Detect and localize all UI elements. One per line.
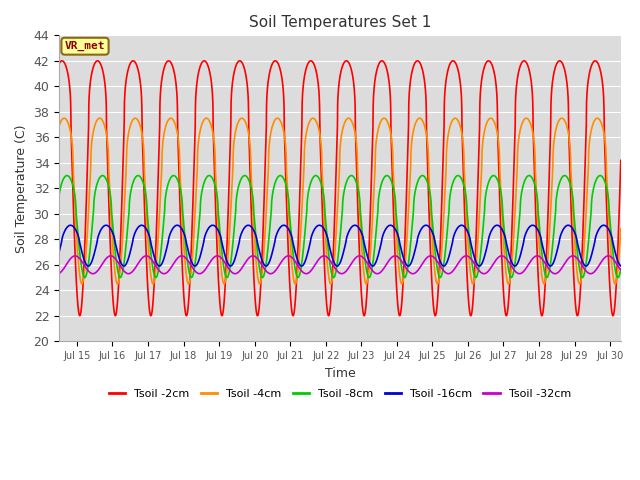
Tsoil -16cm (617, 263, 625, 269)
Tsoil -2cm (573, 313, 581, 319)
Tsoil -4cm (157, 178, 165, 183)
Tsoil -32cm (214, 253, 221, 259)
Tsoil -16cm (517, 250, 525, 255)
Tsoil -2cm (474, 170, 482, 176)
Title: Soil Temperatures Set 1: Soil Temperatures Set 1 (249, 15, 431, 30)
Tsoil -2cm (270, 59, 278, 64)
Text: VR_met: VR_met (65, 41, 105, 51)
Tsoil -32cm (55, 270, 63, 276)
Line: Tsoil -8cm: Tsoil -8cm (59, 176, 621, 277)
Tsoil -8cm (617, 266, 625, 272)
Tsoil -8cm (392, 212, 400, 217)
Tsoil -32cm (517, 270, 525, 276)
Tsoil -8cm (55, 192, 63, 198)
Tsoil -4cm (55, 123, 63, 129)
Tsoil -4cm (392, 223, 400, 229)
Tsoil -4cm (576, 281, 584, 287)
Tsoil -16cm (475, 263, 483, 269)
Tsoil -2cm (484, 58, 492, 64)
Tsoil -32cm (392, 253, 400, 259)
Tsoil -8cm (517, 193, 525, 199)
Tsoil -32cm (475, 267, 483, 273)
Line: Tsoil -4cm: Tsoil -4cm (59, 118, 621, 284)
X-axis label: Time: Time (324, 367, 355, 380)
Tsoil -2cm (55, 60, 63, 66)
Y-axis label: Soil Temperature (C): Soil Temperature (C) (15, 124, 28, 252)
Tsoil -16cm (157, 262, 165, 268)
Line: Tsoil -16cm: Tsoil -16cm (59, 225, 621, 266)
Legend: Tsoil -2cm, Tsoil -4cm, Tsoil -8cm, Tsoil -16cm, Tsoil -32cm: Tsoil -2cm, Tsoil -4cm, Tsoil -8cm, Tsoi… (104, 384, 575, 403)
Tsoil -32cm (270, 269, 278, 275)
Tsoil -8cm (475, 267, 483, 273)
Tsoil -8cm (99, 173, 106, 179)
Tsoil -8cm (188, 275, 195, 280)
Tsoil -16cm (55, 249, 63, 255)
Tsoil -4cm (517, 124, 525, 130)
Line: Tsoil -2cm: Tsoil -2cm (59, 61, 621, 316)
Tsoil -2cm (517, 61, 525, 67)
Tsoil -32cm (125, 271, 132, 276)
Tsoil -32cm (617, 267, 625, 273)
Tsoil -2cm (392, 273, 400, 279)
Tsoil -2cm (617, 157, 625, 163)
Tsoil -8cm (270, 184, 278, 190)
Tsoil -4cm (420, 122, 428, 128)
Tsoil -8cm (157, 246, 165, 252)
Tsoil -16cm (316, 222, 323, 228)
Tsoil -2cm (157, 82, 165, 87)
Tsoil -4cm (270, 120, 278, 125)
Tsoil -8cm (420, 174, 428, 180)
Tsoil -16cm (420, 223, 428, 228)
Tsoil -4cm (487, 115, 495, 121)
Line: Tsoil -32cm: Tsoil -32cm (59, 256, 621, 274)
Tsoil -16cm (392, 228, 400, 234)
Tsoil -4cm (474, 233, 482, 239)
Tsoil -32cm (420, 257, 428, 263)
Tsoil -32cm (157, 270, 165, 276)
Tsoil -4cm (617, 226, 625, 232)
Tsoil -2cm (420, 77, 428, 83)
Tsoil -16cm (270, 243, 278, 249)
Tsoil -16cm (227, 263, 234, 269)
